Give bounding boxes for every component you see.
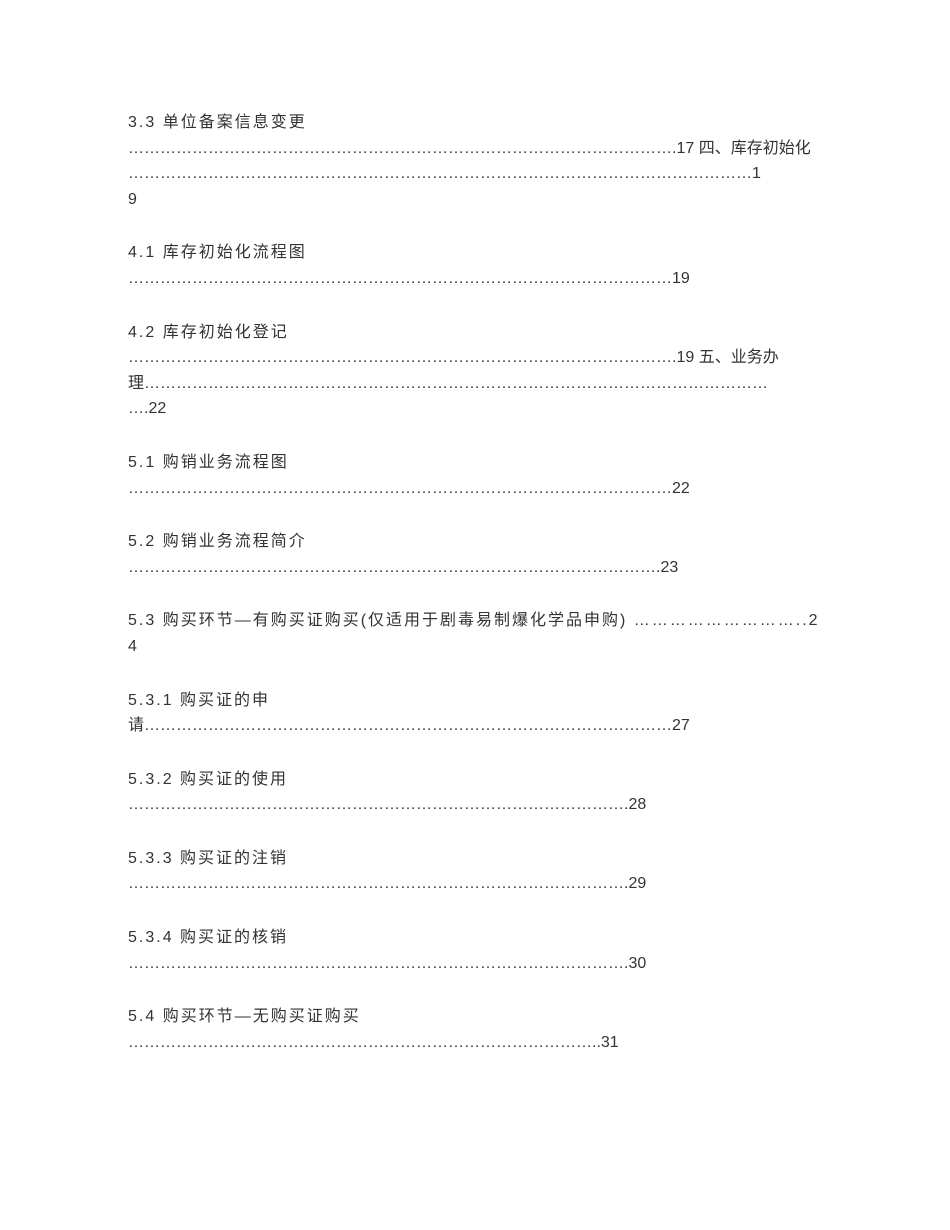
toc-dots: ….22 [128, 396, 822, 422]
toc-title: 5.3 购买环节—有购买证购买(仅适用于剧毒易制爆化学品申购) ……………………… [128, 608, 822, 659]
toc-entry-5-3: 5.3 购买环节—有购买证购买(仅适用于剧毒易制爆化学品申购) ……………………… [128, 608, 822, 659]
toc-entry-5-2: 5.2 购销业务流程简介 ………………………………………………………………………… [128, 529, 822, 580]
toc-entry-5-1: 5.1 购销业务流程图 …………………………………………………………………………… [128, 450, 822, 501]
toc-container: 3.3 单位备案信息变更 ………………………………………………………………………… [128, 110, 822, 1055]
toc-title: 5.1 购销业务流程图 [128, 450, 822, 476]
toc-entry-5-4: 5.4 购买环节—无购买证购买 ………………………………………………………………… [128, 1004, 822, 1055]
toc-title: 5.2 购销业务流程简介 [128, 529, 822, 555]
toc-entry-4-2: 4.2 库存初始化登记 …………………………………………………………………………… [128, 320, 822, 422]
toc-dots: ……………………………………………………………………………………….23 [128, 555, 822, 581]
toc-entry-5-3-3: 5.3.3 购买证的注销 ………………………………………………………………………… [128, 846, 822, 897]
toc-dots: …………………………………………………………………………………………19 [128, 266, 822, 292]
toc-title: 3.3 单位备案信息变更 [128, 110, 822, 136]
toc-dots: ………………………………………………………………………………………….19 五、… [128, 345, 822, 371]
toc-entry-5-3-4: 5.3.4 购买证的核销 ………………………………………………………………………… [128, 925, 822, 976]
toc-title: 4.2 库存初始化登记 [128, 320, 822, 346]
toc-title: 5.3.3 购买证的注销 [128, 846, 822, 872]
toc-title: 5.3.1 购买证的申 [128, 688, 822, 714]
toc-dots: 理……………………………………………………………………………………………………… [128, 371, 822, 397]
toc-dots: ………………………………………………………………………………….29 [128, 871, 822, 897]
toc-dots: 请………………………………………………………………………………………27 [128, 713, 822, 739]
toc-dots: ………………………………………………………………………………………….17 四、… [128, 136, 822, 162]
toc-title: 5.4 购买环节—无购买证购买 [128, 1004, 822, 1030]
toc-entry-5-3-1: 5.3.1 购买证的申 请………………………………………………………………………… [128, 688, 822, 739]
toc-title: 5.3.2 购买证的使用 [128, 767, 822, 793]
toc-title: 4.1 库存初始化流程图 [128, 240, 822, 266]
toc-dots: ………………………………………………………………………………….30 [128, 951, 822, 977]
toc-dots: …………………………………………………………………………………………22 [128, 476, 822, 502]
toc-entry-5-3-2: 5.3.2 购买证的使用 ………………………………………………………………………… [128, 767, 822, 818]
toc-dots: ………………………………………………………………………………………………………1 [128, 161, 822, 187]
toc-entry-4-1: 4.1 库存初始化流程图 ………………………………………………………………………… [128, 240, 822, 291]
toc-dots: 9 [128, 187, 822, 213]
toc-dots: ……………………………………………………………………………..31 [128, 1030, 822, 1056]
toc-entry-3-3: 3.3 单位备案信息变更 ………………………………………………………………………… [128, 110, 822, 212]
toc-title: 5.3.4 购买证的核销 [128, 925, 822, 951]
toc-dots: ………………………………………………………………………………….28 [128, 792, 822, 818]
